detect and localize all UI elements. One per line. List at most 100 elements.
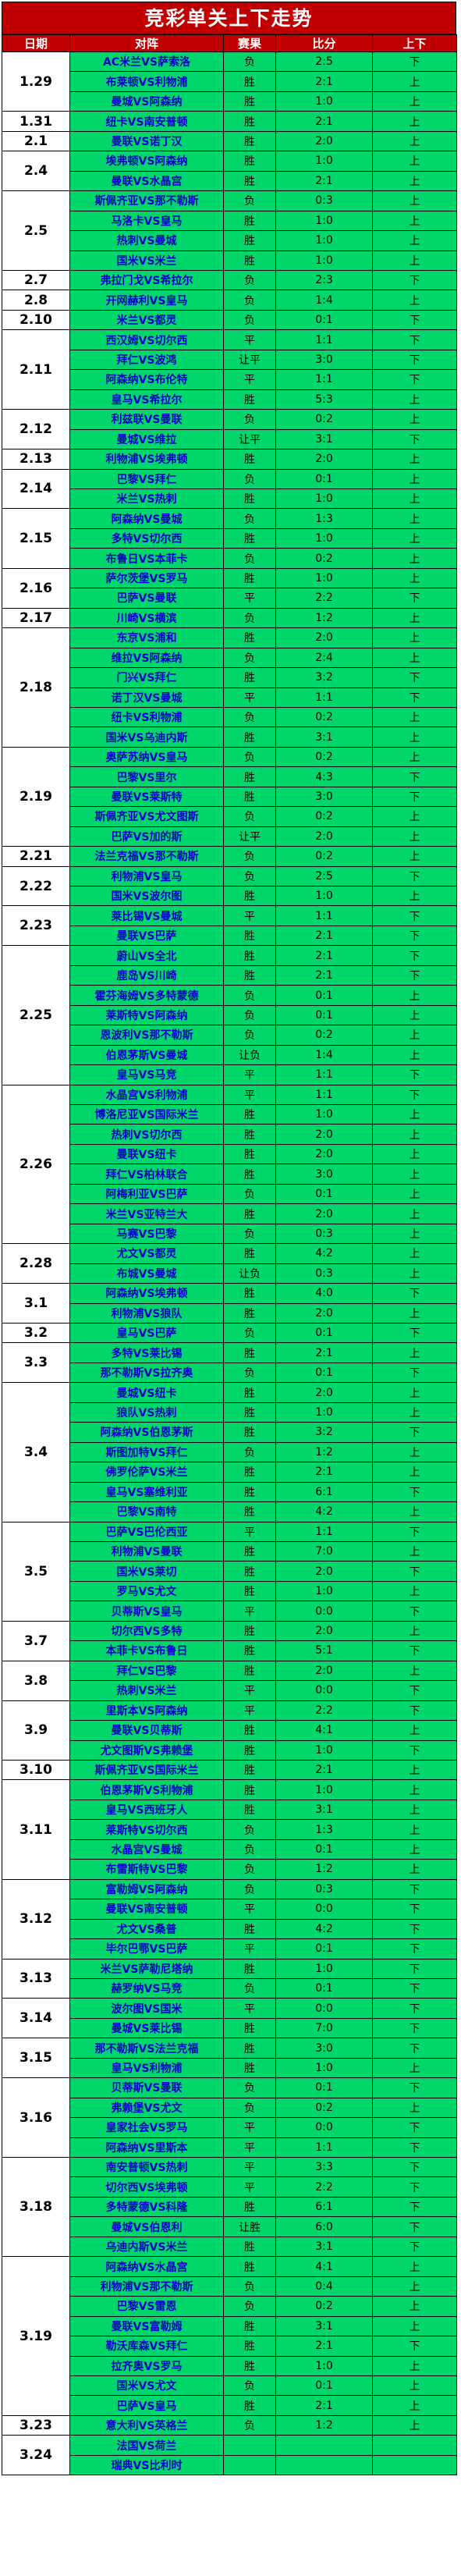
- updown-cell: 下: [372, 1362, 457, 1384]
- match-cell: 阿森纳VS埃弗顿: [69, 1283, 224, 1304]
- table-row: 2.5 斯佩齐亚VS那不勒斯负 0:3 上: [2, 190, 457, 271]
- result-cell: 胜: [223, 1759, 276, 1781]
- match-cell: 曼城VS伯恩利: [69, 2216, 224, 2237]
- table-row: 3.10 斯佩齐亚VS国际米兰胜 2:1 上: [2, 1759, 457, 1781]
- updown-cell: 上: [372, 1759, 457, 1781]
- updown-cell: 上: [372, 806, 457, 827]
- updown-cell: 上: [372, 1580, 457, 1602]
- updown-cell: 上: [372, 607, 457, 629]
- result-cell: 胜: [223, 1124, 276, 1145]
- updown-cell: 下: [372, 945, 457, 966]
- result-cell: 胜: [223, 2336, 276, 2357]
- match-cell: 勒沃库森VS拜仁: [69, 2336, 224, 2357]
- result-cell: 负: [223, 2375, 276, 2397]
- match-cell: 那不勒斯VS法兰克福: [69, 2038, 224, 2059]
- updown-cell: 下: [372, 2157, 457, 2178]
- result-cell: 负: [223, 806, 276, 827]
- result-cell: 胜: [223, 1382, 276, 1403]
- score-cell: 3:0: [275, 2038, 373, 2059]
- date-cell: 2.8: [2, 290, 70, 311]
- match-cell: 国米VS波尔图: [69, 886, 224, 907]
- match-cell: 南安普顿VS热刺: [69, 2157, 224, 2178]
- date-cell: 2.12: [2, 409, 70, 450]
- updown-cell: 下: [372, 1977, 457, 1999]
- table-row: 2.26 水晶宫VS利物浦平 1:1 下: [2, 1084, 457, 1245]
- match-cell: 切尔西VS多特: [69, 1620, 224, 1642]
- updown-cell: 上: [372, 1223, 457, 1245]
- score-cell: 0:1: [275, 1977, 373, 1999]
- updown-cell: [372, 2435, 457, 2456]
- match-cell: 法兰克福VS那不勒斯: [69, 846, 224, 867]
- updown-cell: 下: [372, 329, 457, 350]
- table-row: 3.14 波尔图VS国米平 0:0 下: [2, 1998, 457, 2039]
- score-cell: 1:1: [275, 329, 373, 350]
- result-cell: 胜: [223, 1422, 276, 1443]
- updown-cell: 下: [372, 687, 457, 708]
- match-cell: 莱比锡VS曼城: [69, 905, 224, 926]
- date-cell: 2.13: [2, 449, 70, 470]
- score-cell: 2:2: [275, 588, 373, 609]
- score-cell: 1:0: [275, 1104, 373, 1125]
- table-row: 皇马VS西班牙人胜 3:1 上: [2, 1799, 457, 1821]
- score-cell: 2:1: [275, 2336, 373, 2357]
- match-cell: 尤文图斯VS弗赖堡: [69, 1739, 224, 1761]
- updown-cell: 下: [372, 2137, 457, 2159]
- updown-cell: 上: [372, 1402, 457, 1423]
- score-cell: 2:5: [275, 51, 373, 73]
- table-row: 2.21 法兰克福VS那不勒斯负 0:2 上: [2, 846, 457, 867]
- table-row: 2.13 利物浦VS埃弗顿胜 2:0 上: [2, 449, 457, 470]
- updown-cell: 上: [372, 1203, 457, 1224]
- match-cell: 博洛尼亚VS国际米兰: [69, 1104, 224, 1125]
- table-row: 布城VS曼城 让负 0:3 上: [2, 1263, 457, 1284]
- score-cell: 2:1: [275, 71, 373, 92]
- result-cell: 胜: [223, 965, 276, 986]
- updown-cell: 上: [372, 111, 457, 132]
- score-cell: 0:0: [275, 2117, 373, 2138]
- updown-cell: 上: [372, 151, 457, 172]
- match-cell: 水晶宫VS利物浦: [69, 1084, 224, 1106]
- match-cell: 斯佩齐亚VS国际米兰: [69, 1759, 224, 1781]
- score-cell: 1:0: [275, 1580, 373, 1602]
- table-row: 1.31 纽卡VS南安普顿胜 2:1 上: [2, 111, 457, 132]
- result-cell: 负: [223, 2296, 276, 2317]
- updown-cell: 上: [372, 250, 457, 271]
- table-row: 阿梅利亚VS巴萨负 0:1 上: [2, 1183, 457, 1205]
- date-cell: 2.17: [2, 607, 70, 629]
- updown-cell: 下: [372, 1899, 457, 1920]
- table-row: 2.18 东京VS浦和胜 2:0 上: [2, 627, 457, 748]
- match-cell: 曼联VS纽卡: [69, 1143, 224, 1165]
- match-cell: 布城VS曼城: [69, 1263, 224, 1284]
- updown-cell: 下: [372, 2196, 457, 2218]
- result-cell: 负: [223, 1819, 276, 1840]
- table-row: 布雷斯特VS巴黎负 1:2 上: [2, 1859, 457, 1880]
- score-cell: 0:3: [275, 190, 373, 211]
- match-cell: 皇马VS塞维利亚: [69, 1481, 224, 1503]
- result-cell: 负: [223, 607, 276, 629]
- table-row: 贝蒂斯VS皇马平 0:0 下: [2, 1601, 457, 1622]
- date-cell: 3.23: [2, 2414, 70, 2436]
- match-cell: 利物浦VS曼联: [69, 1540, 224, 1562]
- updown-cell: 下: [372, 428, 457, 450]
- score-cell: 3:1: [275, 2315, 373, 2337]
- match-cell: 米兰VS热刺: [69, 488, 224, 510]
- result-cell: 胜: [223, 1580, 276, 1602]
- match-cell: 曼联VS水晶宫: [69, 170, 224, 192]
- match-cell: 米兰VS都灵: [69, 309, 224, 331]
- updown-cell: 上: [372, 2414, 457, 2436]
- updown-cell: 上: [372, 2395, 457, 2416]
- table-row: 霍芬海姆VS多特蒙德负 0:1 上: [2, 985, 457, 1006]
- result-cell: 负: [223, 2276, 276, 2297]
- result-cell: 胜: [223, 667, 276, 688]
- match-cell: 霍芬海姆VS多特蒙德: [69, 985, 224, 1006]
- result-cell: 负: [223, 2097, 276, 2119]
- match-cell: 波尔图VS国米: [69, 1998, 224, 2019]
- date-cell: 3.12: [2, 1878, 70, 1960]
- score-cell: 0:1: [275, 1004, 373, 1026]
- updown-cell: 上: [372, 409, 457, 430]
- score-cell: 1:0: [275, 210, 373, 232]
- result-cell: 胜: [223, 1720, 276, 1741]
- updown-cell: 下: [372, 369, 457, 390]
- date-cell: 3.5: [2, 1521, 70, 1622]
- table-row: 3.2 皇马VS巴萨负 0:1 下: [2, 1322, 457, 1344]
- score-cell: 3:0: [275, 1164, 373, 1185]
